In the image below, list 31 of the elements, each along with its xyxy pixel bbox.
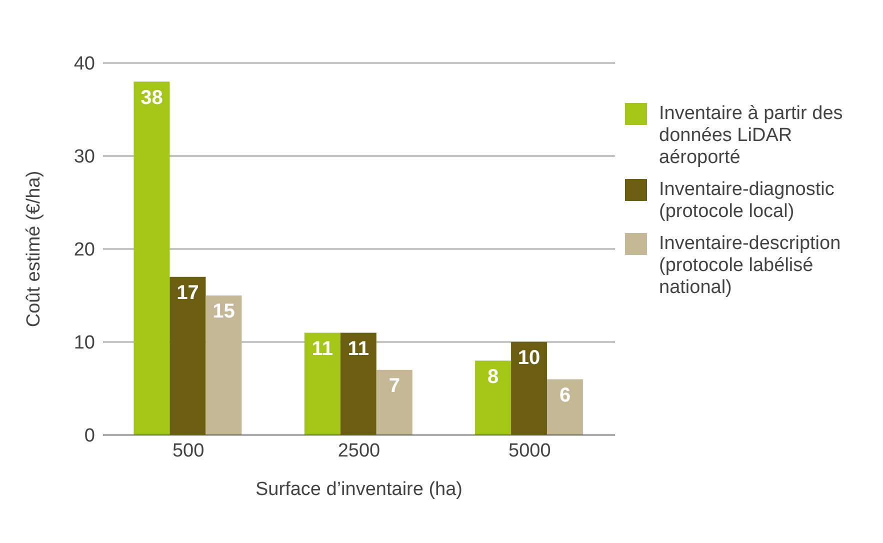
bar (170, 276, 206, 435)
x-tick-label: 5000 (508, 440, 551, 462)
data-label: 38 (140, 86, 163, 109)
legend-label: Inventaire-description (protocole labélisé national) (659, 233, 842, 299)
bar (547, 379, 584, 435)
x-tick-label: 2500 (338, 440, 380, 462)
x-axis-title: Surface d’inventaire (ha) (256, 479, 462, 500)
bar (376, 370, 412, 435)
bar (304, 332, 340, 435)
y-axis-title: Coût estimé (€/ha) (24, 170, 45, 328)
bar (134, 82, 170, 435)
data-label: 11 (312, 338, 333, 360)
data-label: 6 (559, 384, 571, 406)
data-label: 8 (487, 366, 499, 388)
data-label: 10 (518, 347, 540, 370)
bar (206, 296, 242, 435)
data-label: 17 (176, 282, 199, 304)
y-tick-label: 20 (74, 240, 95, 261)
y-tick-label: 10 (74, 332, 95, 354)
y-tick-label: 40 (74, 54, 95, 75)
bar (511, 342, 548, 435)
data-label: 15 (212, 300, 235, 323)
data-label: 11 (348, 338, 369, 360)
y-tick-label: 30 (74, 146, 95, 168)
y-tick-label: 0 (84, 426, 95, 447)
bar (475, 360, 512, 435)
legend-label: Inventaire-diagnostic (protocole local) (659, 179, 836, 223)
data-label: 7 (388, 375, 400, 398)
legend-label: Inventaire à partir des données LiDAR aéroporté (659, 103, 844, 169)
x-tick-label: 500 (172, 440, 204, 462)
bar (340, 332, 376, 435)
